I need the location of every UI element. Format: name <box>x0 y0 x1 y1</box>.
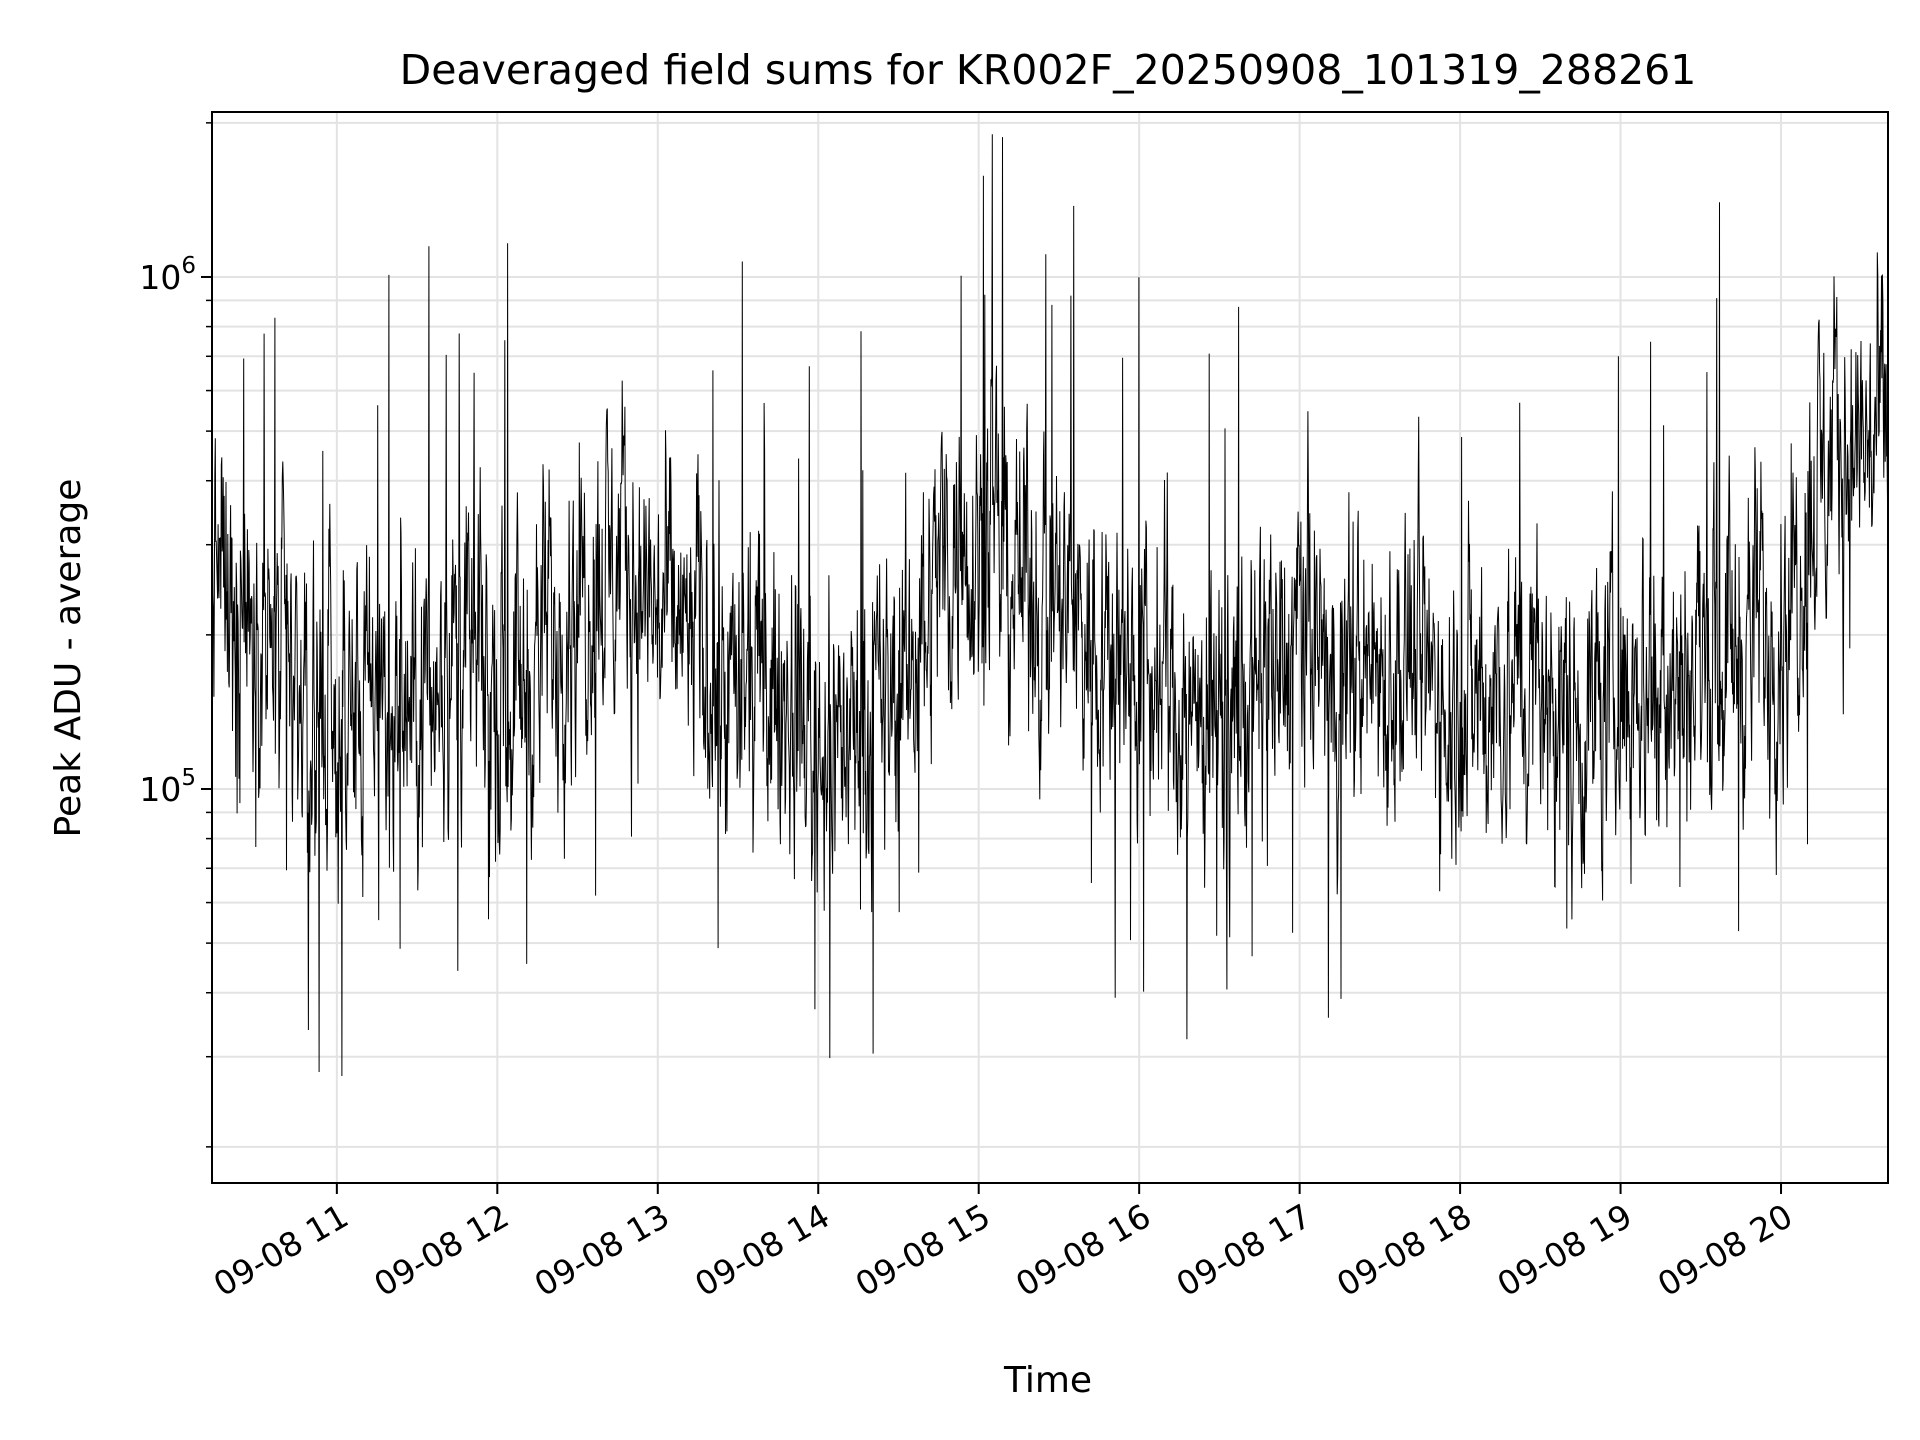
x-tick-label: 09-08 14 <box>688 1196 836 1304</box>
axes-frame <box>211 111 1889 1184</box>
x-tick-label: 09-08 17 <box>1170 1196 1318 1304</box>
x-tick-label: 09-08 13 <box>528 1196 676 1304</box>
x-tick-label: 09-08 15 <box>849 1196 997 1304</box>
x-axis: 09-08 11 09-08 12 09-08 13 09-08 14 09-08 15… <box>207 1183 1799 1304</box>
chart-title: Deaveraged field sums for KR002F_2025090… <box>400 46 1697 94</box>
x-tick-label: 09-08 19 <box>1491 1196 1639 1304</box>
y-axis: 105 106 <box>139 122 212 1148</box>
y-axis-label: Peak ADU - average <box>48 479 89 838</box>
x-tick-label: 09-08 12 <box>367 1196 515 1304</box>
x-tick-label: 09-08 11 <box>207 1196 355 1304</box>
y-tick-label: 105 <box>139 765 196 809</box>
x-axis-label: Time <box>1003 1360 1092 1401</box>
y-tick-label: 106 <box>139 253 196 297</box>
series-line <box>211 134 1889 1077</box>
x-tick-label: 09-08 20 <box>1651 1196 1799 1304</box>
x-tick-label: 09-08 16 <box>1009 1196 1157 1304</box>
plot-area <box>211 134 1889 1077</box>
x-tick-label: 09-08 18 <box>1330 1196 1478 1304</box>
